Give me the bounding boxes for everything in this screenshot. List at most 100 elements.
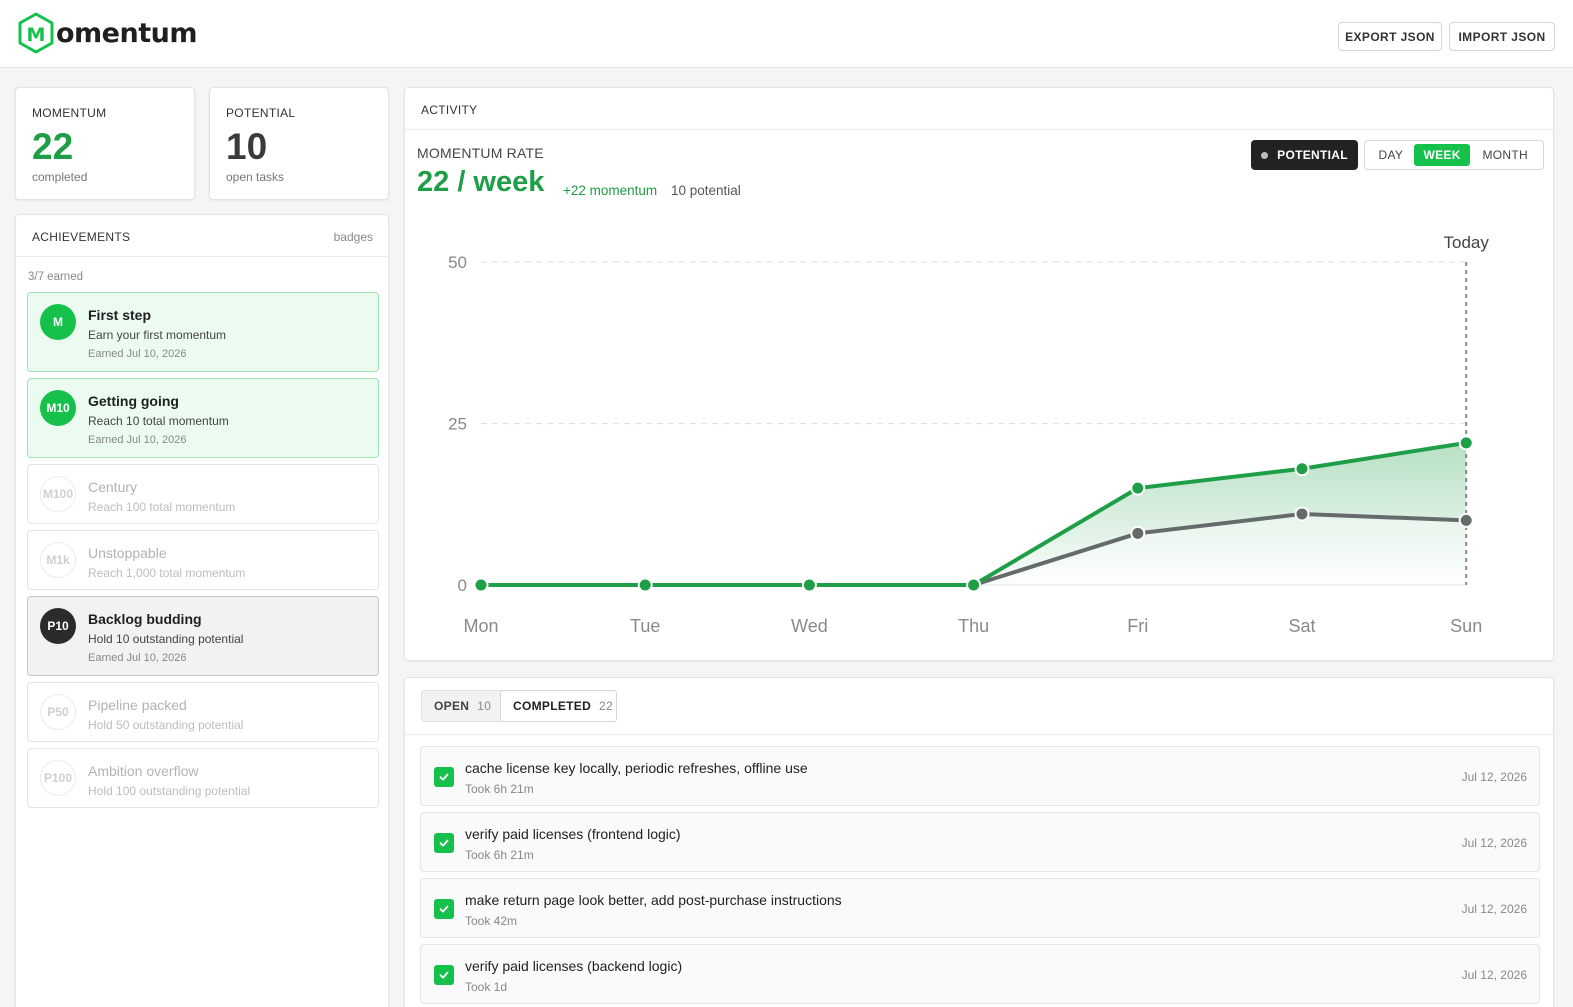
badge-title: Unstoppable (88, 545, 167, 561)
potential-toggle-label: POTENTIAL (1277, 148, 1348, 162)
y-tick-label: 50 (448, 253, 467, 272)
badge-description: Reach 100 total momentum (88, 500, 236, 514)
tab-open[interactable]: OPEN 10 (422, 691, 500, 721)
momentum-point (1458, 435, 1474, 451)
badge-title: Getting going (88, 393, 179, 409)
range-week-button[interactable]: WEEK (1413, 144, 1471, 166)
task-row[interactable]: cache license key locally, periodic refr… (420, 746, 1540, 806)
potential-stat-value: 10 (226, 126, 268, 167)
potential-toggle-button[interactable]: POTENTIAL (1251, 140, 1358, 170)
checkbox-checked[interactable] (434, 965, 454, 985)
task-date: Jul 12, 2026 (1461, 968, 1527, 982)
badge-title: Ambition overflow (88, 763, 199, 779)
badge-backlog-budding: P10 Backlog budding Hold 10 outstanding … (27, 596, 379, 676)
today-marker-label: Today (1444, 233, 1490, 252)
task-row[interactable]: make return page look better, add post-p… (420, 878, 1540, 938)
x-tick-label: Thu (958, 616, 989, 636)
badge-description: Hold 50 outstanding potential (88, 718, 244, 732)
badge-unstoppable: M1k Unstoppable Reach 1,000 total moment… (27, 530, 379, 590)
potential-dot-icon (1261, 151, 1269, 159)
badge-code: P50 (40, 694, 76, 730)
tab-open-count: 10 (477, 699, 492, 713)
potential-stat-sub: open tasks (226, 170, 285, 184)
potential-stat-card: POTENTIAL 10 open tasks (209, 87, 389, 200)
task-duration: Took 6h 21m (465, 782, 534, 796)
checkbox-checked[interactable] (434, 899, 454, 919)
tasks-panel: OPEN 10 COMPLETED 22 cache license key l… (404, 677, 1554, 1007)
badge-description: Hold 100 outstanding potential (88, 784, 251, 798)
badges-label: badges (333, 230, 373, 244)
x-tick-label: Fri (1127, 616, 1148, 636)
task-duration: Took 1d (465, 980, 508, 994)
activity-header: ACTIVITY (405, 88, 1553, 130)
badge-title: First step (88, 307, 152, 323)
checkbox-checked[interactable] (434, 767, 454, 787)
task-title: cache license key locally, periodic refr… (465, 760, 808, 776)
momentum-point (1294, 461, 1310, 477)
momentum-stat-card: MOMENTUM 22 completed (15, 87, 195, 200)
badge-ambition-overflow: P100 Ambition overflow Hold 100 outstand… (27, 748, 379, 808)
task-row[interactable]: verify paid licenses (backend logic) Too… (420, 944, 1540, 1004)
momentum-rate-label: MOMENTUM RATE (417, 145, 544, 161)
badge-title: Backlog budding (88, 611, 202, 627)
checkbox-checked[interactable] (434, 833, 454, 853)
tasks-divider (405, 734, 1553, 735)
badge-description: Earn your first momentum (88, 328, 227, 342)
task-date: Jul 12, 2026 (1461, 770, 1527, 784)
potential-point (1458, 512, 1474, 528)
badge-code: P10 (40, 608, 76, 644)
momentum-point (801, 577, 817, 593)
checkmark-icon (439, 839, 449, 847)
tab-open-label: OPEN (434, 699, 470, 713)
potential-stat-label: POTENTIAL (226, 106, 296, 120)
app-header: M omentum EXPORT JSON IMPORT JSON (0, 0, 1573, 68)
momentum-point (966, 577, 982, 593)
task-title: verify paid licenses (frontend logic) (465, 826, 681, 842)
checkmark-icon (439, 773, 449, 781)
task-title: make return page look better, add post-p… (465, 892, 842, 908)
momentum-chart: 0 25 50 Today Mon Tue Wed Thu Fri Sat Sun (448, 233, 1490, 636)
badge-first-step: M First step Earn your first momentum Ea… (27, 292, 379, 372)
momentum-stat-value: 22 (32, 126, 74, 167)
badge-earned-date: Earned Jul 10, 2026 (88, 348, 187, 360)
badge-title: Century (88, 479, 138, 495)
badge-code: M100 (40, 476, 76, 512)
tab-completed-count: 22 (599, 699, 613, 713)
achievements-panel: ACHIEVEMENTS badges 3/7 earned M First s… (15, 214, 389, 1007)
momentum-point (473, 577, 489, 593)
x-tick-label: Wed (791, 616, 828, 636)
achievements-title: ACHIEVEMENTS (32, 230, 131, 244)
import-json-button[interactable]: IMPORT JSON (1449, 22, 1555, 51)
badge-pipeline-packed: P50 Pipeline packed Hold 50 outstanding … (27, 682, 379, 742)
export-json-button[interactable]: EXPORT JSON (1338, 22, 1442, 51)
potential-point (1294, 506, 1310, 522)
app-logo[interactable]: M omentum (17, 12, 197, 54)
momentum-rate-value: 22 / week (417, 166, 545, 198)
range-selector: DAY WEEK MONTH (1364, 140, 1544, 170)
badge-code: M1k (40, 542, 76, 578)
x-tick-label: Sun (1450, 616, 1482, 636)
badge-earned-date: Earned Jul 10, 2026 (88, 434, 187, 446)
logo-letter: M (27, 24, 46, 46)
task-row[interactable]: verify paid licenses (frontend logic) To… (420, 812, 1540, 872)
range-day-button[interactable]: DAY (1378, 148, 1404, 162)
badge-description: Hold 10 outstanding potential (88, 632, 244, 646)
checkmark-icon (439, 971, 449, 979)
earned-count: 3/7 earned (28, 271, 83, 283)
badge-code: M (40, 304, 76, 340)
badge-code: M10 (40, 390, 76, 426)
task-duration: Took 42m (465, 914, 518, 928)
momentum-point (1130, 480, 1146, 496)
badge-getting-going: M10 Getting going Reach 10 total momentu… (27, 378, 379, 458)
x-tick-label: Mon (463, 616, 498, 636)
momentum-point (637, 577, 653, 593)
activity-panel: ACTIVITY MOMENTUM RATE 22 / week +22 mom… (404, 87, 1554, 661)
tab-completed[interactable]: COMPLETED 22 (500, 690, 617, 722)
hexagon-logo-icon: M (18, 12, 54, 54)
badge-earned-date: Earned Jul 10, 2026 (88, 652, 187, 664)
potential-point (1130, 525, 1146, 541)
activity-title: ACTIVITY (421, 103, 478, 117)
range-month-button[interactable]: MONTH (1482, 148, 1528, 162)
badge-description: Reach 1,000 total momentum (88, 566, 246, 580)
task-date: Jul 12, 2026 (1461, 902, 1527, 916)
